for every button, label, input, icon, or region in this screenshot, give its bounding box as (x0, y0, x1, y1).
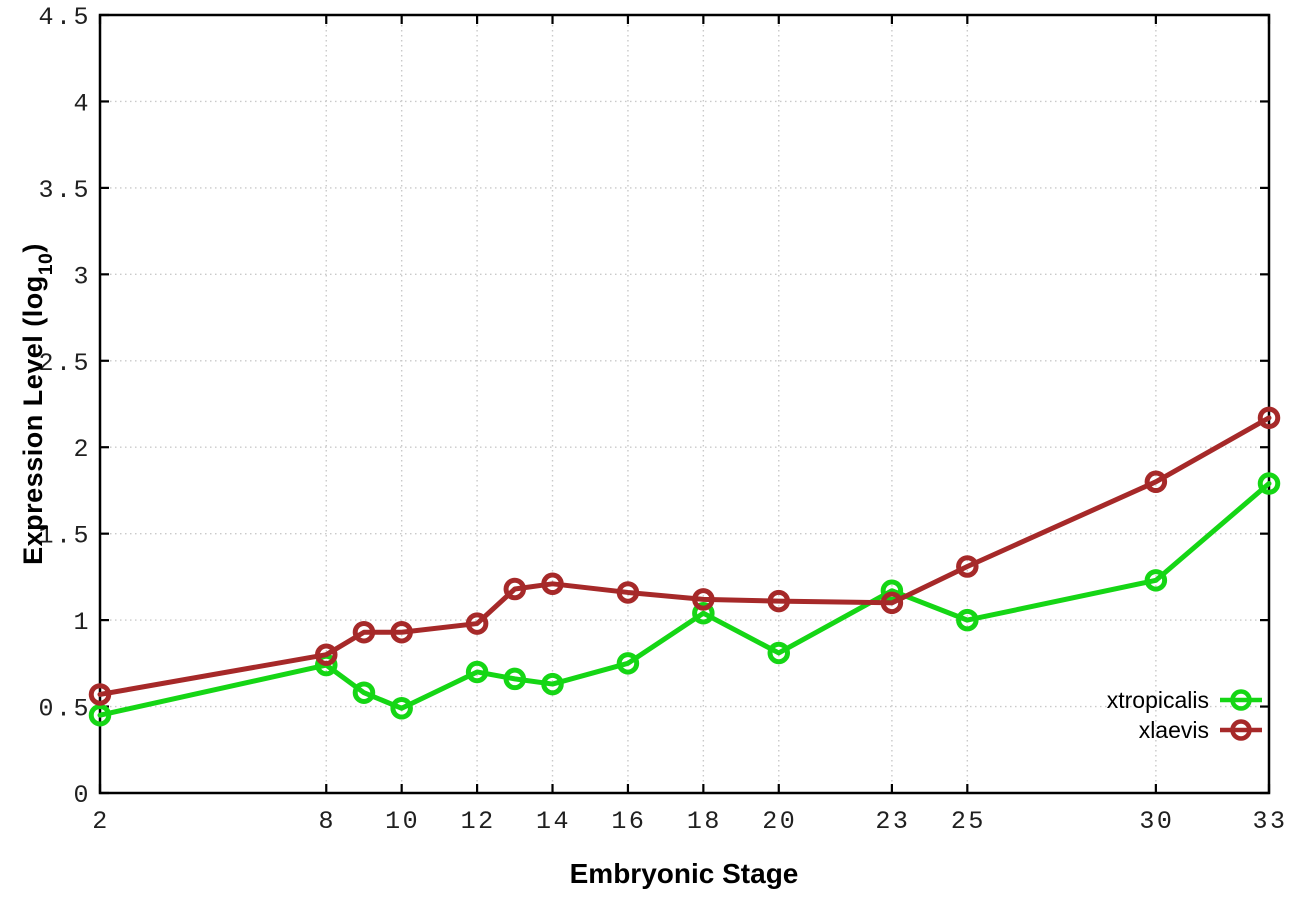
x-tick-label: 16 (611, 807, 646, 836)
y-tick-label: 2 (73, 435, 91, 464)
data-point-xlaevis (692, 588, 715, 611)
axis-ticks (98, 13, 1271, 795)
y-tick-label: 2.5 (38, 349, 91, 378)
data-point-xtropicalis (352, 681, 376, 704)
data-point-xtropicalis (390, 697, 413, 720)
legend-label-xlaevis: xlaevis (1138, 717, 1209, 743)
x-tick-label: 12 (461, 807, 496, 836)
y-tick-label: 4.5 (38, 3, 91, 32)
data-point-xtropicalis (465, 660, 489, 684)
data-point-xlaevis (88, 683, 112, 706)
y-tick-label: 0 (73, 781, 91, 810)
data-point-xlaevis (352, 620, 376, 644)
data-point-xlaevis (465, 612, 489, 635)
y-tick-label: 0.5 (38, 695, 91, 724)
data-point-xlaevis (767, 589, 791, 613)
y-tick-label: 4 (73, 89, 91, 118)
x-tick-label: 33 (1252, 807, 1287, 836)
legend-label-xtropicalis: xtropicalis (1106, 687, 1209, 713)
series-line-xlaevis (97, 415, 1272, 697)
legend-marker-xtropicalis (1220, 689, 1262, 711)
data-point-xlaevis (315, 643, 338, 666)
x-tick-label: 18 (687, 807, 722, 836)
data-point-xlaevis (616, 581, 640, 604)
y-axis-title-suffix: ) (17, 243, 48, 253)
data-point-xlaevis (503, 577, 527, 601)
y-tick-label: 3 (73, 262, 91, 291)
data-point-xtropicalis (956, 608, 979, 632)
x-tick-label: 2 (92, 807, 110, 836)
y-axis-title-text: Expression Level (log (17, 275, 48, 565)
data-point-xlaevis (1257, 406, 1281, 430)
data-point-xtropicalis (88, 703, 112, 727)
x-tick-label: 8 (319, 807, 337, 836)
data-point-xtropicalis (1257, 472, 1281, 495)
data-point-xtropicalis (1144, 569, 1168, 592)
plot-frame (98, 13, 1271, 795)
y-tick-label: 3.5 (38, 176, 91, 205)
data-point-xtropicalis (616, 652, 640, 675)
data-point-xlaevis (1144, 470, 1168, 494)
tick-labels: 0 0.5 1 1.5 2 2.5 3 3.5 4 4.5 2 8 10 12 14 16 18 20 23 25 30… (38, 3, 1287, 836)
legend: xtropicalis xlaevis (1107, 685, 1264, 745)
data-point-xtropicalis (880, 579, 904, 602)
data-point-xlaevis (390, 620, 413, 644)
series-xtropicalis (88, 472, 1281, 727)
data-point-xtropicalis (541, 672, 564, 696)
x-tick-label: 20 (762, 807, 797, 836)
legend-marker-xlaevis (1220, 719, 1262, 741)
legend-item: xlaevis (1107, 715, 1264, 745)
series-xlaevis (88, 406, 1281, 706)
data-point-xtropicalis (767, 641, 791, 665)
data-point-xtropicalis (692, 601, 715, 625)
data-point-xtropicalis (503, 667, 527, 691)
data-point-xlaevis (956, 555, 979, 578)
data-point-xlaevis (880, 591, 904, 615)
y-tick-label: 1.5 (38, 522, 91, 551)
x-tick-label: 14 (536, 807, 571, 836)
y-axis-title: Expression Level (log10) (17, 243, 57, 565)
x-tick-label: 25 (951, 807, 986, 836)
x-axis-title: Embryonic Stage (569, 858, 799, 889)
x-tick-label: 30 (1139, 807, 1174, 836)
x-tick-label: 23 (875, 807, 910, 836)
x-tick-label: 10 (385, 807, 420, 836)
y-axis-title-subscript: 10 (34, 252, 57, 276)
legend-item: xtropicalis (1107, 685, 1264, 715)
y-tick-label: 1 (73, 608, 91, 637)
data-point-xlaevis (541, 572, 564, 596)
